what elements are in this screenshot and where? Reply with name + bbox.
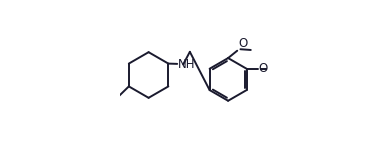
Text: O: O (259, 62, 268, 75)
Text: NH: NH (178, 58, 195, 71)
Text: O: O (238, 37, 247, 50)
